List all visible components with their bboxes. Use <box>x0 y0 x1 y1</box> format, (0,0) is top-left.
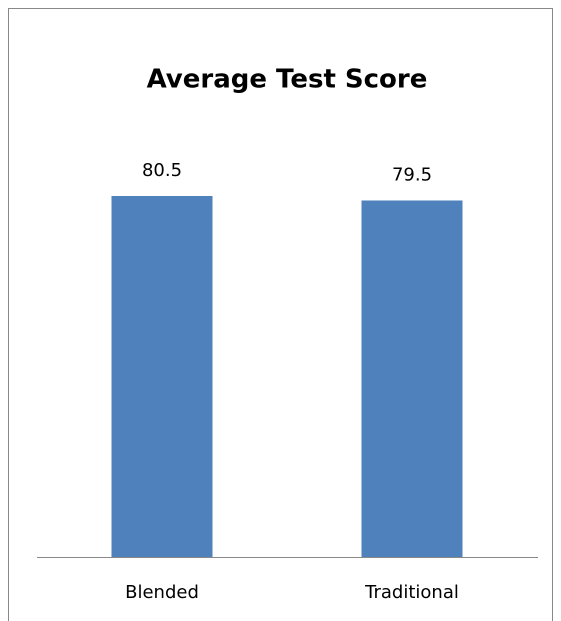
data-label: 79.5 <box>392 164 432 185</box>
chart-frame <box>8 8 553 621</box>
data-label: 80.5 <box>142 160 182 181</box>
x-tick-label: Traditional <box>364 582 459 603</box>
x-tick-label: Blended <box>125 582 199 603</box>
bar <box>361 200 463 557</box>
bar <box>111 196 213 557</box>
chart-title: Average Test Score <box>147 65 428 95</box>
